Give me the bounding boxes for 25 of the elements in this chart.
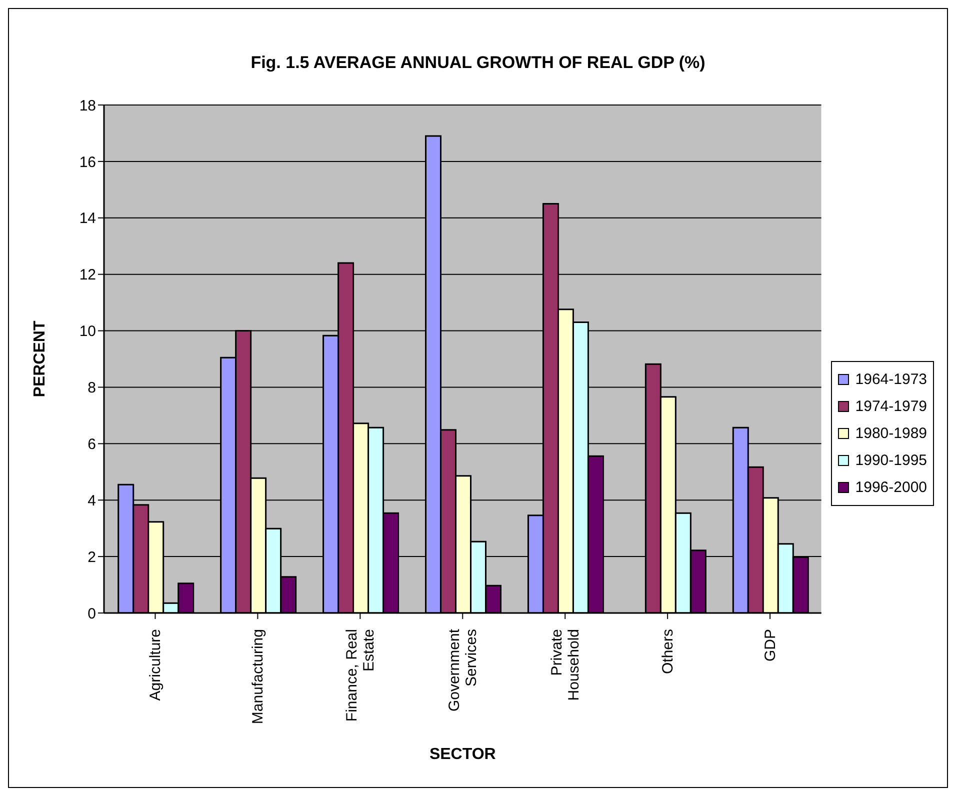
y-tick-label: 12 (79, 266, 96, 284)
x-tick-label: GDP (762, 629, 780, 662)
legend-label: 1980-1989 (855, 424, 927, 442)
y-tick-label: 10 (79, 323, 96, 340)
y-tick-label: 6 (88, 436, 96, 453)
y-tick-label: 18 (79, 97, 96, 114)
y-tick-label: 14 (79, 210, 96, 228)
x-tick-label: Government Services (446, 628, 480, 712)
x-tick-label: Finance, Real Estate (344, 629, 378, 722)
x-tick-label: Agriculture (147, 629, 164, 701)
y-tick-label: 8 (88, 380, 96, 397)
legend-label: 1974-1979 (855, 398, 927, 414)
x-tick-label: Private Household (548, 629, 583, 701)
legend-label: 1990-1995 (855, 452, 927, 468)
x-axis-title: SECTOR (429, 746, 496, 763)
chart-title: Fig. 1.5 AVERAGE ANNUAL GROWTH OF REAL GDP (%) (250, 53, 706, 74)
y-tick-label: 4 (88, 492, 96, 510)
x-tick-label: Manufacturing (250, 629, 267, 724)
x-tick-label: Others (660, 629, 677, 674)
legend-label: 1964-1973 (855, 370, 927, 388)
legend-label: 1996-2000 (855, 478, 927, 496)
y-tick-label: 16 (79, 154, 96, 171)
y-axis-title: PERCENT (32, 320, 49, 398)
y-tick-label: 2 (88, 548, 96, 566)
y-tick-label: 0 (88, 605, 96, 622)
